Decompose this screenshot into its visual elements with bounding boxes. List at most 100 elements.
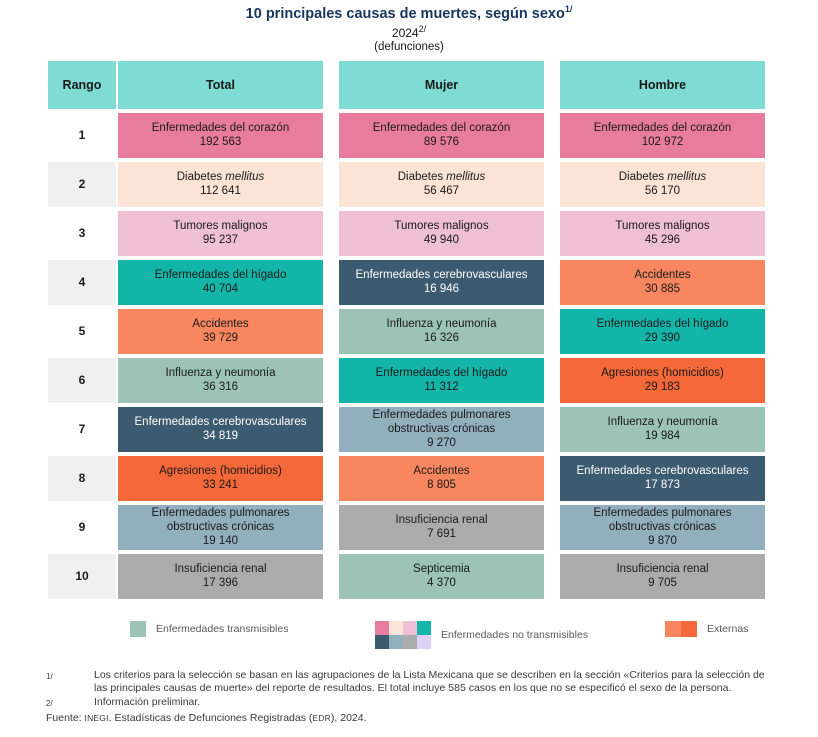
cause-value: 30 885 [644, 283, 681, 296]
legend-item: Enfermedades transmisibles [130, 620, 288, 637]
rank-cell: 6 [48, 357, 116, 403]
cause-cell-mujer: Tumores malignos 49 940 [339, 210, 544, 256]
legend-swatch-icon [130, 620, 146, 637]
cause-cell-total: Enfermedades cerebrovasculares 34 819 [118, 406, 323, 452]
legend: Enfermedades transmisibles Enfermedades n… [0, 613, 818, 659]
year-text: 2024 [391, 25, 419, 40]
cause-name: Enfermedades del corazón [372, 122, 511, 135]
cause-cell-hombre: Enfermedades pulmonares obstructivas cró… [560, 504, 765, 550]
rank-cell: 2 [48, 161, 116, 207]
source-edr: EDR [312, 713, 331, 724]
legend-item: Externas [665, 620, 749, 637]
source-suffix: ), 2024. [330, 712, 367, 725]
footnote-text: Los criterios para la selección se basan… [94, 668, 765, 695]
cause-cell-hombre: Enfermedades cerebrovasculares 17 873 [560, 455, 765, 501]
cause-cell-mujer: Insuficiencia renal 7 691 [339, 504, 544, 550]
cause-value: 16 326 [423, 332, 460, 345]
cause-name: Enfermedades cerebrovasculares [576, 465, 749, 478]
cause-cell-total: Enfermedades del corazón 192 563 [118, 112, 323, 158]
page-title: 10 principales causas de muertes, según … [0, 4, 818, 22]
cause-name: Enfermedades pulmonares obstructivas cró… [151, 507, 290, 534]
table-row: 9 Enfermedades pulmonares obstructivas cr… [48, 504, 765, 550]
table-row: 8 Agresiones (homicidios) 33 241 Accidentes… [48, 455, 765, 501]
cause-cell-mujer: Enfermedades del corazón 89 576 [339, 112, 544, 158]
cause-cell-total: Tumores malignos 95 237 [118, 210, 323, 256]
cause-value: 56 170 [644, 185, 681, 198]
cause-value: 16 946 [423, 283, 460, 296]
cause-name: Tumores malignos [173, 220, 268, 233]
cause-name: Septicemia [413, 563, 470, 576]
cause-value: 34 819 [202, 430, 239, 443]
cause-name: Agresiones (homicidios) [601, 367, 724, 380]
cause-value: 112 641 [200, 185, 241, 198]
table-row: 5 Accidentes 39 729 Influenza y neumonía 16 … [48, 308, 765, 354]
cause-cell-mujer: Enfermedades cerebrovasculares 16 946 [339, 259, 544, 305]
cause-cell-hombre: Insuficiencia renal 9 705 [560, 553, 765, 599]
cause-cell-hombre: Diabetes mellitus 56 170 [560, 161, 765, 207]
cause-value: 33 241 [202, 479, 239, 492]
footnote: 1/Los criterios para la selección se bas… [46, 669, 776, 696]
footnote-marker: 2/ [46, 698, 53, 708]
rank-cell: 5 [78, 324, 86, 339]
page-subtitle-year: 20242/ [0, 24, 818, 40]
cause-value: 89 576 [423, 136, 460, 149]
cause-name: Influenza y neumonía [386, 318, 497, 331]
cause-name: Accidentes [413, 465, 470, 478]
legend-swatch-grid-icon [375, 620, 431, 649]
cause-cell-total: Accidentes 39 729 [118, 308, 323, 354]
cause-cell-total: Influenza y neumonía 36 316 [118, 357, 323, 403]
cause-cell-total: Diabetes mellitus 112 641 [118, 161, 323, 207]
cause-name: Enfermedades cerebrovasculares [134, 416, 307, 429]
source-inegi: INEGI [84, 713, 109, 724]
cause-cell-mujer: Diabetes mellitus 56 467 [339, 161, 544, 207]
table-row: 4 Enfermedades del hígado 40 704 Enfermedad… [48, 259, 765, 305]
cause-value: 29 390 [644, 332, 681, 345]
cause-name: Accidentes [634, 269, 691, 282]
cause-name: Enfermedades del corazón [151, 122, 290, 135]
cause-name: Diabetes mellitus [176, 171, 265, 184]
cause-cell-hombre: Enfermedades del hígado 29 390 [560, 308, 765, 354]
cause-cell-hombre: Influenza y neumonía 19 984 [560, 406, 765, 452]
cause-cell-hombre: Accidentes 30 885 [560, 259, 765, 305]
cause-name: Accidentes [192, 318, 249, 331]
rank-cell: 9 [78, 520, 86, 535]
cause-value: 17 873 [644, 479, 681, 492]
cause-value: 192 563 [199, 136, 242, 149]
cause-name: Diabetes mellitus [397, 171, 486, 184]
cause-value: 45 296 [644, 234, 681, 247]
footnotes: 1/Los criterios para la selección se bas… [46, 669, 776, 711]
cause-value: 8 805 [427, 479, 456, 492]
legend-label: Externas [707, 622, 749, 635]
table-row: 7 Enfermedades cerebrovasculares 34 819 Enf… [48, 406, 765, 452]
page-title-text: 10 principales causas de muertes, según … [245, 5, 565, 22]
header-hombre: Hombre [560, 60, 765, 109]
cause-cell-total: Enfermedades del hígado 40 704 [118, 259, 323, 305]
header-total: Total [118, 60, 323, 109]
table-row: 10 Insuficiencia renal 17 396 Septicemia 4 3… [48, 553, 765, 599]
cause-value: 7 691 [427, 528, 456, 541]
cause-name: Enfermedades del hígado [596, 318, 729, 331]
cause-value: 9 270 [427, 437, 456, 450]
cause-value: 49 940 [423, 234, 460, 247]
cause-value: 29 183 [644, 381, 681, 394]
cause-name: Enfermedades cerebrovasculares [355, 269, 528, 282]
cause-value: 17 396 [202, 577, 239, 590]
cause-value: 9 705 [648, 577, 677, 590]
rank-cell: 1 [78, 128, 86, 143]
table-row: 3 Tumores malignos 95 237 Tumores malignos 4… [48, 210, 765, 256]
cause-cell-total: Enfermedades pulmonares obstructivas cró… [118, 504, 323, 550]
cause-name: Influenza y neumonía [165, 367, 276, 380]
footnote: 2/Información preliminar. [46, 696, 776, 711]
header-mujer: Mujer [339, 60, 544, 109]
cause-value: 9 870 [648, 535, 677, 548]
cause-value: 19 140 [202, 535, 239, 548]
cause-name: Insuficiencia renal [395, 514, 488, 527]
cause-name: Tumores malignos [394, 220, 489, 233]
cause-value: 19 984 [644, 430, 681, 443]
title-footnote-marker: 1/ [564, 4, 573, 14]
rank-cell: 3 [78, 226, 86, 241]
cause-name: Enfermedades del corazón [593, 122, 732, 135]
footnote-text: Información preliminar. [94, 695, 201, 708]
rank-cell: 7 [78, 422, 86, 437]
